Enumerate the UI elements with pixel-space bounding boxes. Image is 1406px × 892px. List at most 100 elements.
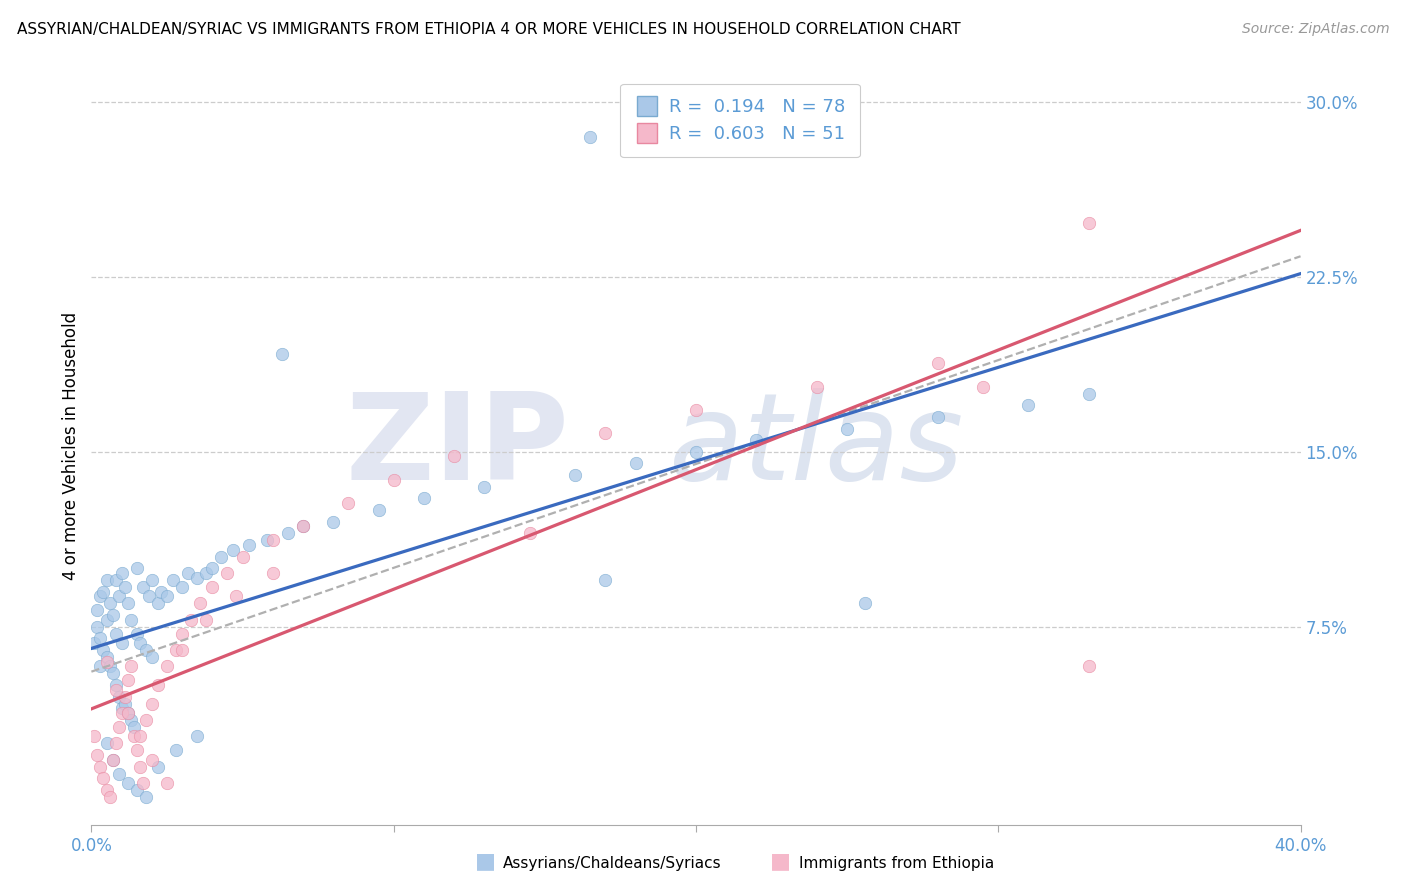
Legend: R =  0.194   N = 78, R =  0.603   N = 51: R = 0.194 N = 78, R = 0.603 N = 51 — [620, 84, 860, 157]
Point — [177, 566, 200, 581]
Point — [96, 655, 118, 669]
Point — [180, 613, 202, 627]
Point — [122, 720, 145, 734]
Point — [89, 590, 111, 604]
Point — [117, 673, 139, 688]
Point — [132, 776, 155, 790]
Point — [141, 573, 163, 587]
Point — [927, 356, 949, 370]
Point — [172, 580, 194, 594]
Point — [114, 580, 136, 594]
Point — [128, 760, 150, 774]
Text: Source: ZipAtlas.com: Source: ZipAtlas.com — [1241, 22, 1389, 37]
Point — [579, 129, 602, 144]
Point — [101, 753, 124, 767]
Point — [93, 584, 115, 599]
Point — [135, 713, 157, 727]
Point — [117, 597, 139, 611]
Point — [1018, 398, 1040, 412]
Point — [96, 736, 118, 750]
Point — [292, 519, 315, 533]
Point — [209, 549, 232, 564]
Point — [141, 697, 163, 711]
Point — [89, 632, 111, 646]
Point — [86, 748, 108, 763]
Point — [104, 682, 127, 697]
Point — [125, 783, 148, 797]
Point — [162, 573, 184, 587]
Point — [135, 643, 157, 657]
Point — [117, 776, 139, 790]
Point — [96, 573, 118, 587]
Point — [107, 690, 129, 704]
Point — [238, 538, 260, 552]
Point — [146, 678, 169, 692]
Point — [624, 457, 647, 471]
Text: ■: ■ — [770, 852, 790, 871]
Point — [89, 659, 111, 673]
Point — [146, 597, 169, 611]
Point — [120, 659, 142, 673]
Text: ■: ■ — [475, 852, 495, 871]
Point — [111, 706, 132, 720]
Point — [270, 347, 292, 361]
Point — [132, 580, 155, 594]
Point — [96, 650, 118, 665]
Point — [86, 603, 108, 617]
Text: ASSYRIAN/CHALDEAN/SYRIAC VS IMMIGRANTS FROM ETHIOPIA 4 OR MORE VEHICLES IN HOUSE: ASSYRIAN/CHALDEAN/SYRIAC VS IMMIGRANTS F… — [17, 22, 960, 37]
Point — [382, 473, 405, 487]
Point — [972, 379, 994, 393]
Point — [146, 760, 169, 774]
Point — [685, 445, 707, 459]
Point — [322, 515, 344, 529]
Text: atlas: atlas — [669, 387, 965, 505]
Point — [96, 783, 118, 797]
Point — [98, 659, 121, 673]
Point — [122, 730, 145, 744]
Point — [292, 519, 315, 533]
Point — [104, 573, 127, 587]
Point — [89, 760, 111, 774]
Point — [188, 597, 211, 611]
Point — [141, 753, 163, 767]
Point — [125, 743, 148, 757]
Point — [96, 613, 118, 627]
Point — [217, 566, 239, 581]
Point — [114, 697, 136, 711]
Point — [93, 772, 115, 786]
Point — [337, 496, 360, 510]
Point — [125, 561, 148, 575]
Point — [195, 613, 218, 627]
Point — [413, 491, 436, 506]
Point — [156, 590, 179, 604]
Point — [222, 542, 245, 557]
Point — [98, 597, 121, 611]
Point — [149, 584, 172, 599]
Point — [83, 636, 105, 650]
Point — [745, 433, 768, 447]
Point — [277, 526, 299, 541]
Point — [1077, 659, 1099, 673]
Text: Immigrants from Ethiopia: Immigrants from Ethiopia — [799, 856, 994, 871]
Point — [83, 730, 105, 744]
Point — [1077, 216, 1099, 230]
Point — [104, 678, 127, 692]
Point — [186, 730, 208, 744]
Point — [107, 720, 129, 734]
Point — [101, 666, 124, 681]
Point — [101, 753, 124, 767]
Point — [201, 561, 224, 575]
Point — [156, 776, 179, 790]
Point — [225, 590, 247, 604]
Text: ZIP: ZIP — [346, 387, 569, 505]
Point — [111, 566, 132, 581]
Point — [165, 743, 187, 757]
Point — [186, 571, 208, 585]
Point — [111, 636, 132, 650]
Point — [135, 790, 157, 805]
Point — [86, 620, 108, 634]
Point — [138, 590, 160, 604]
Point — [201, 580, 224, 594]
Point — [117, 706, 139, 720]
Point — [120, 713, 142, 727]
